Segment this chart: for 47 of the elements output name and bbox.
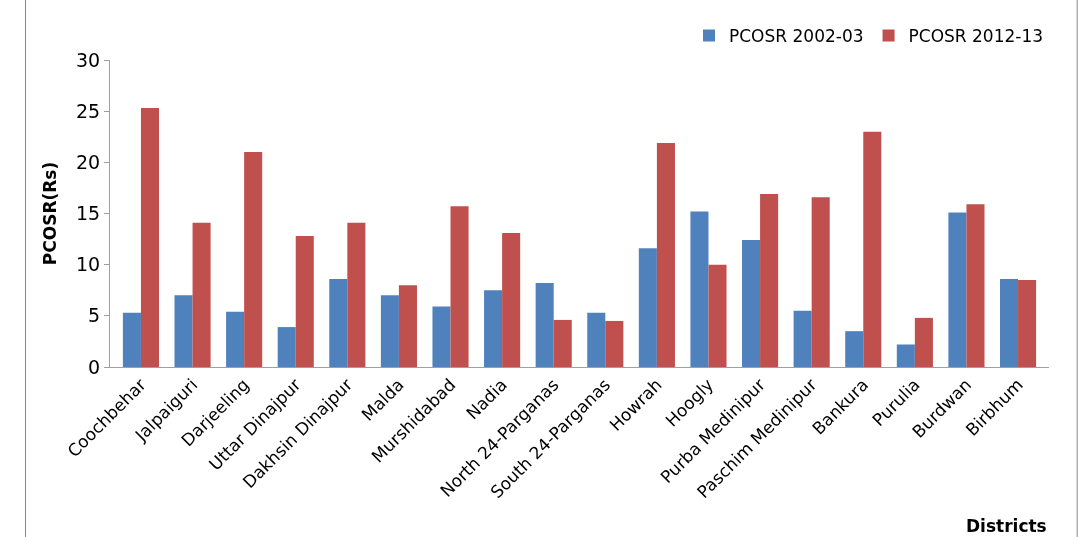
x-axis-title: Districts <box>966 516 1047 536</box>
bar <box>380 295 399 367</box>
y-tick-label: 30 <box>76 48 101 71</box>
bar <box>122 312 141 367</box>
bar <box>605 320 624 367</box>
bar <box>192 222 211 367</box>
y-tick-label: 20 <box>76 150 101 173</box>
bar <box>690 211 709 367</box>
bar <box>277 327 296 367</box>
bar <box>845 331 864 367</box>
bar <box>140 108 160 367</box>
legend-label: PCOSR 2002-03 <box>729 26 864 47</box>
bar <box>502 232 521 367</box>
bar <box>638 248 657 367</box>
bar <box>244 152 263 367</box>
bar <box>999 278 1019 367</box>
bar <box>1018 280 1037 367</box>
bar <box>174 295 193 367</box>
bar <box>948 212 967 367</box>
bar <box>966 204 985 367</box>
bar <box>742 240 761 367</box>
y-tick-label: 25 <box>76 99 101 122</box>
bar <box>553 319 572 367</box>
bar <box>347 222 366 367</box>
y-tick-label: 10 <box>76 253 101 276</box>
bar <box>793 310 812 367</box>
bar <box>484 290 503 367</box>
y-tick-label: 5 <box>88 304 101 327</box>
y-tick-label: 15 <box>76 202 101 225</box>
bar <box>863 131 882 367</box>
bar <box>535 283 554 367</box>
bar <box>329 278 348 367</box>
bar <box>295 236 314 367</box>
bar <box>760 194 779 367</box>
bar <box>226 311 245 367</box>
y-axis-title: PCOSR(Rs) <box>39 161 60 266</box>
bar <box>811 197 830 367</box>
y-tick-label: 0 <box>88 355 101 378</box>
bar <box>587 312 606 367</box>
bar <box>896 344 915 367</box>
bar <box>398 285 417 367</box>
bar <box>708 264 727 367</box>
bar <box>656 142 675 367</box>
bar <box>450 206 469 367</box>
bar <box>914 317 933 367</box>
bar <box>432 306 451 367</box>
legend-label: PCOSR 2012-13 <box>908 26 1044 47</box>
